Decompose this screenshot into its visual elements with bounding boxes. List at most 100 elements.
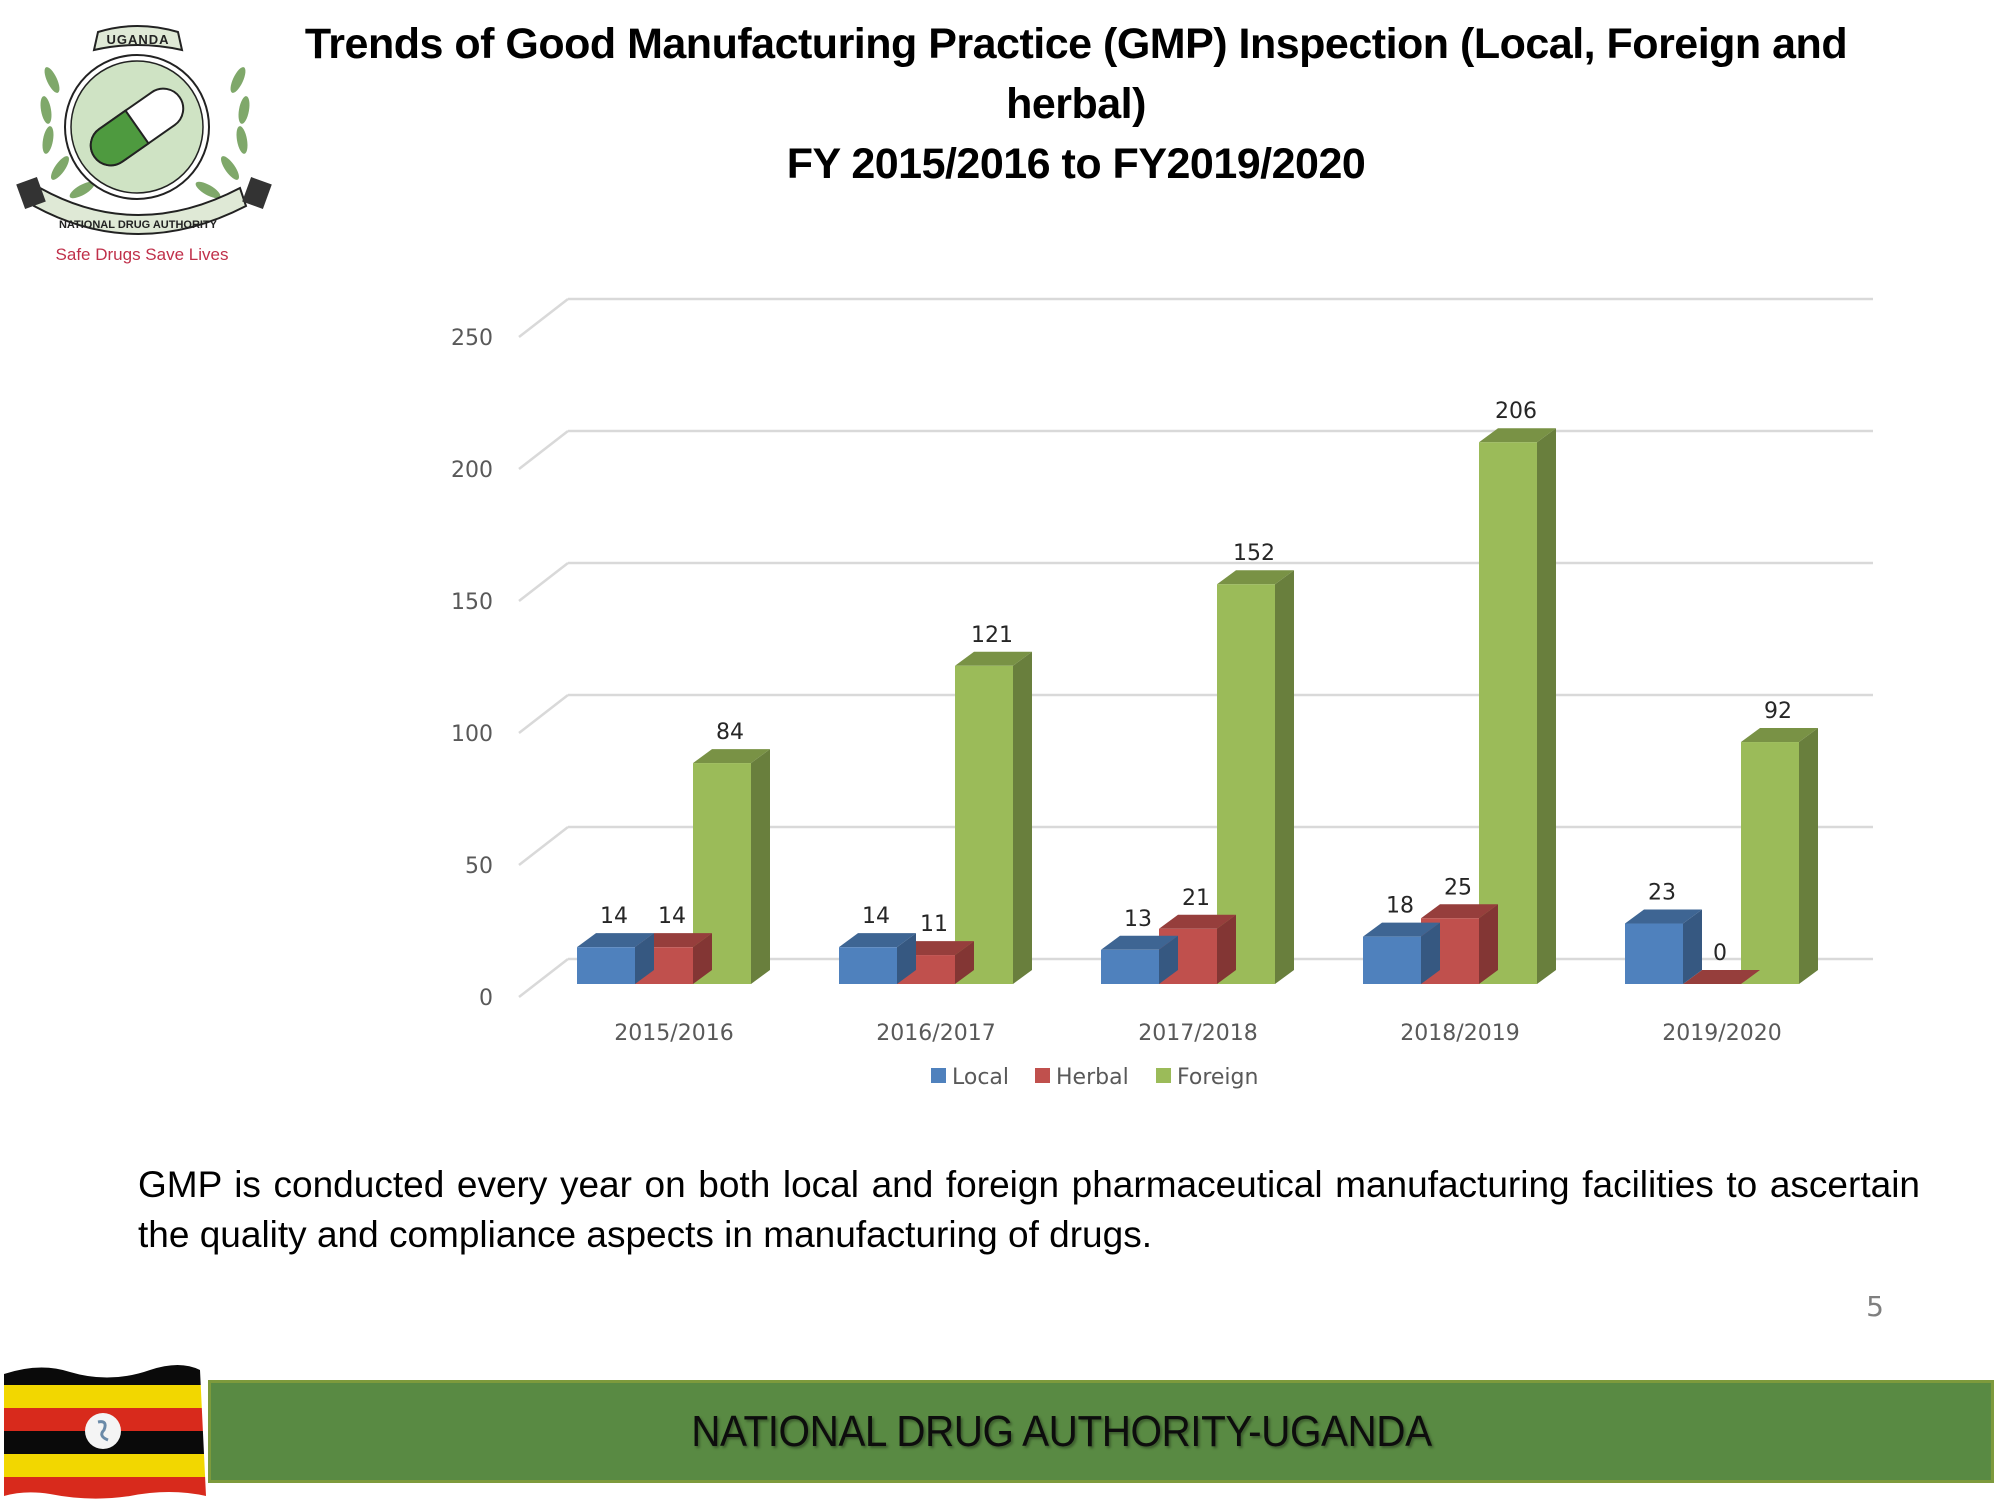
bar-local-2017-2018 <box>1101 935 1178 984</box>
logo-ring-text: NATIONAL DRUG AUTHORITY <box>59 219 218 231</box>
bar-side <box>751 749 770 984</box>
data-label: 121 <box>971 623 1013 648</box>
bar-side <box>1275 570 1294 984</box>
legend: Local Herbal Foreign <box>931 1065 1258 1090</box>
y-tick-label: 150 <box>451 590 493 615</box>
data-label: 14 <box>658 904 686 929</box>
laurel-icon <box>40 67 250 199</box>
legend-swatch <box>931 1068 946 1083</box>
bar-local-2019-2020 <box>1625 909 1702 984</box>
bar-side <box>1479 904 1498 984</box>
bar-foreign-2019-2020 <box>1741 728 1818 984</box>
title-line-1: Trends of Good Manufacturing Practice (G… <box>304 20 1848 68</box>
bar-herbal-2016-2017 <box>897 941 974 984</box>
nda-logo: UGANDA NATIONAL DRUG AUTHORITY Safe Drug… <box>16 25 272 264</box>
bar-top <box>693 749 770 764</box>
footer-banner: NATIONAL DRUG AUTHORITY-UGANDA <box>208 1380 1994 1483</box>
bar-local-2018-2019 <box>1363 922 1440 984</box>
title-line-2: herbal) <box>1006 80 1146 128</box>
x-tick-label: 2016/2017 <box>876 1021 995 1046</box>
bar-top <box>1625 909 1702 924</box>
legend-swatch <box>1035 1068 1050 1083</box>
x-tick-label: 2017/2018 <box>1138 1021 1257 1046</box>
bar-front <box>1479 442 1537 985</box>
bar-herbal-2017-2018 <box>1159 914 1236 984</box>
y-tick-label: 200 <box>451 458 493 483</box>
gridline-floor-0 <box>518 958 569 998</box>
data-label: 18 <box>1386 894 1414 919</box>
bar-side <box>1537 428 1556 985</box>
data-label: 21 <box>1182 886 1210 911</box>
y-tick-label: 250 <box>451 326 493 351</box>
page-number: 5 <box>1866 1290 1884 1323</box>
bar-side <box>1799 728 1818 984</box>
title-line-3: FY 2015/2016 to FY2019/2020 <box>786 140 1366 188</box>
data-label: 152 <box>1233 541 1275 566</box>
bar-top <box>1479 428 1556 443</box>
data-label: 11 <box>920 912 948 937</box>
y-axis-ticks: 0 50 100 150 200 250 <box>451 326 493 1011</box>
legend-label: Foreign <box>1177 1065 1258 1090</box>
bar-front <box>839 947 897 984</box>
x-axis-ticks: 2015/2016 2016/2017 2017/2018 2018/2019 2019… <box>614 1021 1781 1046</box>
y-tick-label: 50 <box>465 854 493 879</box>
uganda-flag-icon <box>4 1365 206 1499</box>
bar-top <box>577 933 654 948</box>
data-label: 14 <box>600 904 628 929</box>
legend-item-herbal: Herbal <box>1035 1065 1129 1090</box>
bar-foreign-2018-2019 <box>1479 428 1556 985</box>
data-label: 14 <box>862 904 890 929</box>
y-tick-label: 0 <box>479 986 493 1011</box>
footer-banner-text: NATIONAL DRUG AUTHORITY-UGANDA <box>690 1406 1432 1456</box>
data-label: 84 <box>716 720 744 745</box>
bar-front <box>577 947 635 984</box>
x-tick-label: 2019/2020 <box>1662 1021 1781 1046</box>
gridline-floor-250 <box>518 298 569 338</box>
x-tick-label: 2018/2019 <box>1400 1021 1519 1046</box>
bar-top <box>1217 570 1294 585</box>
legend-item-local: Local <box>931 1065 1009 1090</box>
data-label: 206 <box>1495 399 1537 424</box>
legend-swatch <box>1156 1068 1171 1083</box>
bar-top <box>1363 922 1440 937</box>
legend-label: Local <box>952 1065 1009 1090</box>
bar-front <box>1363 936 1421 984</box>
bar-local-2016-2017 <box>839 933 916 984</box>
bar-top <box>1421 904 1498 919</box>
bar-side <box>1013 651 1032 984</box>
data-label: 92 <box>1764 699 1792 724</box>
bar-side <box>1421 922 1440 984</box>
top-ribbon <box>92 25 184 52</box>
bar-front <box>955 665 1013 984</box>
bar-top <box>839 933 916 948</box>
legend-label: Herbal <box>1056 1065 1129 1090</box>
logo-top-text: UGANDA <box>106 32 169 47</box>
gridline-floor-200 <box>518 430 569 470</box>
data-label: 25 <box>1444 875 1472 900</box>
bar-herbal-2018-2019 <box>1421 904 1498 984</box>
bar-top <box>1741 728 1818 743</box>
bar-front <box>1101 949 1159 984</box>
bar-front <box>1625 923 1683 984</box>
bar-side <box>1159 935 1178 984</box>
x-tick-label: 2015/2016 <box>614 1021 733 1046</box>
logo-tagline: Safe Drugs Save Lives <box>56 245 229 264</box>
legend-item-foreign: Foreign <box>1156 1065 1258 1090</box>
bar-top <box>955 651 1032 666</box>
data-label: 0 <box>1713 941 1727 966</box>
body-text: GMP is conducted every year on both loca… <box>138 1164 1920 1255</box>
capsule-icon <box>89 87 185 167</box>
bar-top <box>897 941 974 956</box>
bar-side <box>1217 914 1236 984</box>
bar-top <box>1159 914 1236 929</box>
y-tick-label: 100 <box>451 722 493 747</box>
page-title: Trends of Good Manufacturing Practice (G… <box>270 14 1882 194</box>
bar-side <box>955 941 974 984</box>
data-label: 13 <box>1124 907 1152 932</box>
bar-front <box>1741 742 1799 984</box>
bar-top <box>1101 935 1178 950</box>
bar-side <box>693 933 712 984</box>
bar-side <box>897 933 916 984</box>
gridline-floor-50 <box>518 826 569 866</box>
